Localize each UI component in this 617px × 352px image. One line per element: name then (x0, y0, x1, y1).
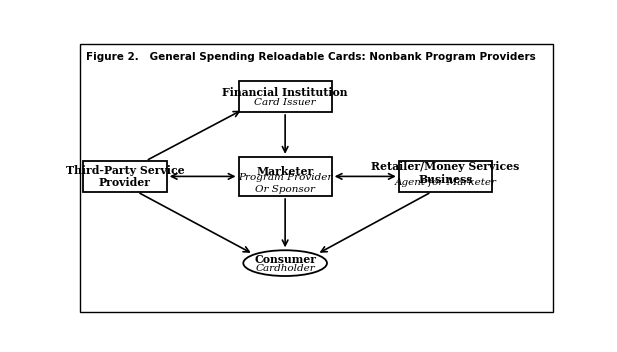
Text: Card Issuer: Card Issuer (254, 98, 316, 107)
FancyBboxPatch shape (83, 161, 167, 192)
FancyBboxPatch shape (239, 157, 332, 196)
Text: Figure 2.   General Spending Reloadable Cards: Nonbank Program Providers: Figure 2. General Spending Reloadable Ca… (86, 52, 536, 62)
Text: Marketer: Marketer (257, 166, 314, 177)
Ellipse shape (243, 250, 327, 276)
FancyBboxPatch shape (239, 81, 332, 112)
Text: Consumer: Consumer (254, 254, 316, 265)
Text: Financial Institution: Financial Institution (222, 87, 348, 98)
FancyBboxPatch shape (399, 161, 492, 192)
Text: Cardholder: Cardholder (255, 264, 315, 273)
Text: Agent for Marketer: Agent for Marketer (394, 177, 496, 187)
Text: Third-Party Service
Provider: Third-Party Service Provider (65, 164, 184, 188)
Text: Retailer/Money Services
Business: Retailer/Money Services Business (371, 161, 520, 184)
Text: Program Provider
Or Sponsor: Program Provider Or Sponsor (238, 174, 333, 194)
